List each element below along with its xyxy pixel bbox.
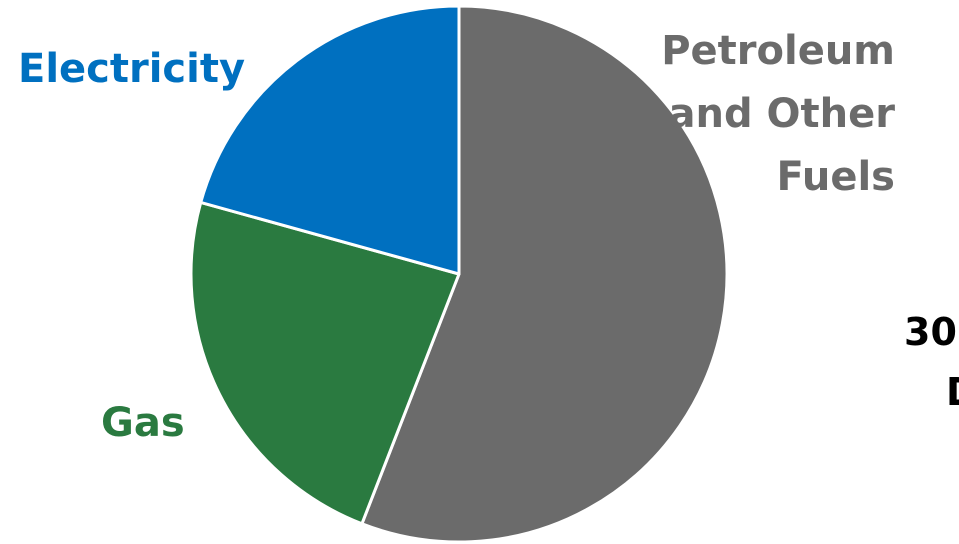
slice-label-petroleum-line-3: Fuels — [640, 146, 895, 209]
slice-label-gas: Gas — [101, 392, 185, 455]
cut-off-annotation: 30 D — [904, 302, 959, 422]
cut-off-annotation-line-2: D — [904, 362, 959, 422]
slice-label-petroleum-line-1: Petroleum — [640, 20, 895, 83]
slice-label-electricity: Electricity — [18, 38, 245, 101]
slice-label-petroleum: Petroleum and Other Fuels — [640, 20, 895, 209]
cut-off-annotation-line-1: 30 — [904, 302, 959, 362]
slice-label-petroleum-line-2: and Other — [640, 83, 895, 146]
